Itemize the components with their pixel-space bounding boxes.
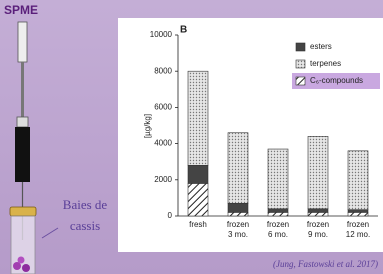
- y-tick-label: 6000: [154, 103, 172, 112]
- panel-label: B: [180, 25, 187, 36]
- y-tick-label: 4000: [154, 139, 172, 148]
- legend-label: esters: [310, 42, 332, 51]
- x-tick-label: frozen 6 mo.: [258, 220, 298, 240]
- chart-background: [118, 18, 383, 252]
- bar-segment: [228, 203, 248, 212]
- spme-label: SPME: [4, 3, 38, 17]
- bar-segment: [188, 71, 208, 165]
- bar-segment: [228, 133, 248, 204]
- bar-segment: [268, 209, 288, 213]
- legend-swatch: [296, 60, 305, 68]
- bar-segment: [308, 212, 328, 216]
- y-tick-label: 0: [168, 211, 173, 220]
- berries-label: cassis: [70, 218, 100, 233]
- legend-swatch: [296, 43, 305, 51]
- y-axis-label: [µg/kg]: [143, 114, 152, 138]
- legend-label: terpenes: [310, 59, 341, 68]
- y-tick-label: 10000: [150, 30, 173, 39]
- legend-swatch: [296, 77, 305, 85]
- berries-label: Baies de: [63, 197, 108, 212]
- bar-segment: [188, 165, 208, 183]
- legend-label: C₆-compounds: [310, 76, 363, 85]
- pointer-arrow: [42, 228, 58, 238]
- x-tick-label: frozen 3 mo.: [218, 220, 258, 240]
- bar-segment: [268, 212, 288, 216]
- citation: (Jung, Fastowski et al. 2017): [273, 259, 378, 269]
- y-tick-label: 2000: [154, 175, 172, 184]
- bar-segment: [188, 183, 208, 216]
- bar-segment: [268, 149, 288, 209]
- bar-segment: [348, 151, 368, 210]
- x-tick-label: fresh: [178, 220, 218, 230]
- slide: SPME Baies de cassis (Jung, Fastowski et…: [0, 0, 383, 274]
- bar-segment: [308, 136, 328, 208]
- y-tick-label: 8000: [154, 66, 172, 75]
- bar-segment: [228, 212, 248, 216]
- vial: [10, 207, 36, 274]
- bar-segment: [348, 210, 368, 213]
- x-tick-label: frozen 12 mo.: [338, 220, 378, 240]
- bar-segment: [308, 209, 328, 213]
- bar-segment: [348, 212, 368, 216]
- x-tick-label: frozen 9 mo.: [298, 220, 338, 240]
